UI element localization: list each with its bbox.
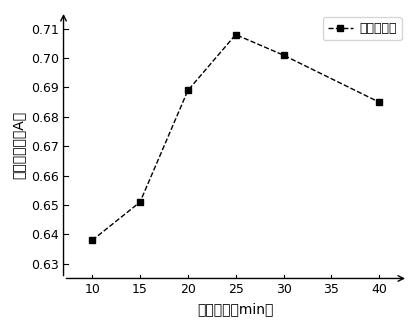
Y-axis label: 非黄吸光度（A）: 非黄吸光度（A） [11, 111, 25, 179]
Line: 非黄吸光度: 非黄吸光度 [89, 31, 383, 244]
非黄吸光度 [185, 89, 190, 93]
非黄吸光度 [377, 100, 382, 104]
非黄吸光度 [90, 238, 95, 242]
非黄吸光度 [137, 200, 142, 204]
X-axis label: 提取时间（min）: 提取时间（min） [197, 302, 274, 316]
非黄吸光度 [233, 33, 238, 37]
Legend: 非黄吸光度: 非黄吸光度 [323, 17, 402, 40]
非黄吸光度 [281, 53, 286, 57]
